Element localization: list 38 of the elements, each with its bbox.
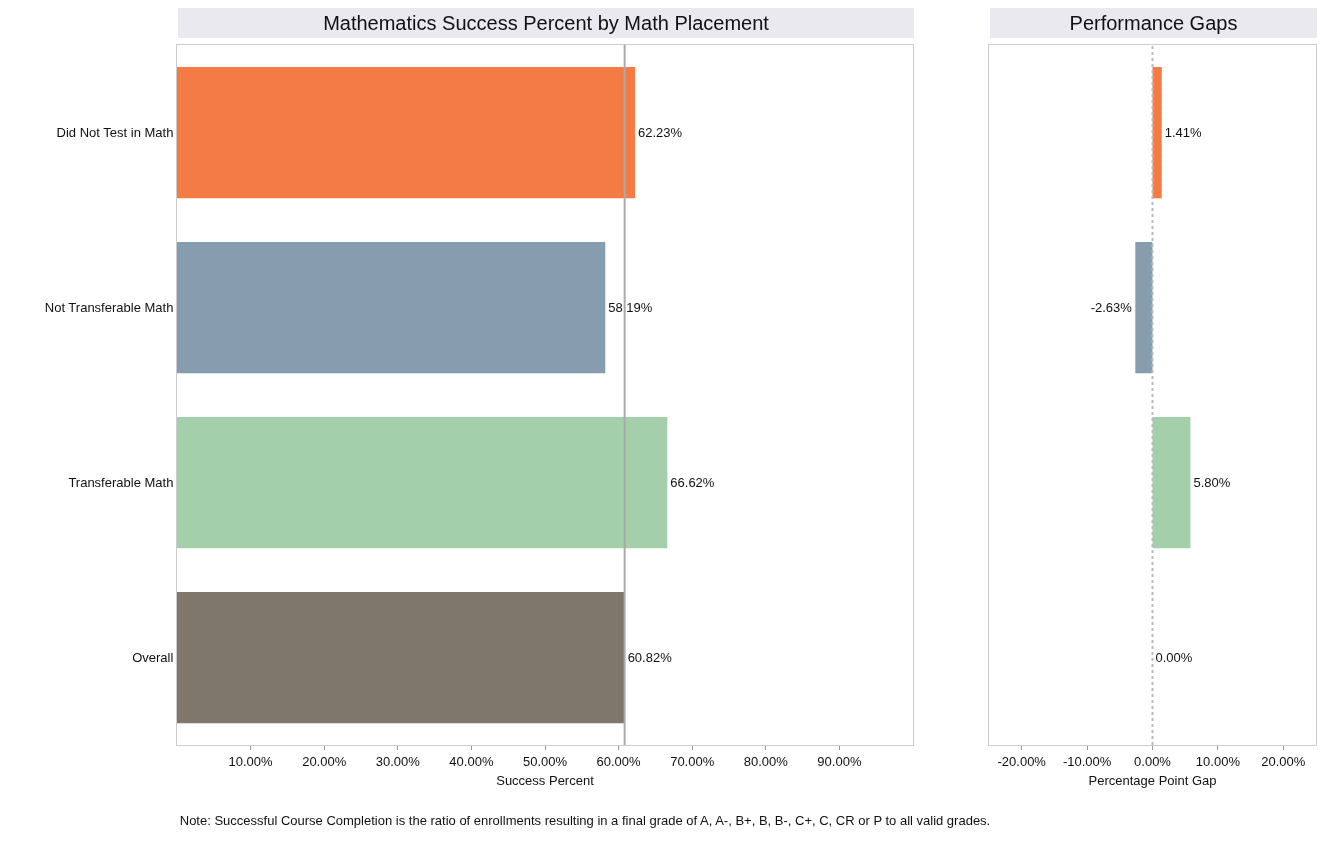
x-tick-label: 60.00%	[596, 753, 642, 769]
x-tick-label: 10.00%	[228, 753, 274, 769]
x-tick-label: 90.00%	[817, 753, 862, 769]
x-tick-label: 20.00%	[302, 753, 347, 769]
text: Note: Successful Course Completion is the ratio of enrollments resulting in a final grade of A, A-, B+, B, B-, C+, C, CR or P to all valid grades.	[178, 812, 992, 829]
bar	[1152, 416, 1191, 549]
bar	[177, 591, 625, 724]
x-axis-title: Success Percent	[496, 773, 595, 789]
data-label: 66.62%	[670, 475, 715, 491]
bar	[1152, 66, 1162, 199]
x-tick-label: 40.00%	[449, 753, 494, 769]
bar	[177, 241, 606, 374]
data-label: 62.23%	[638, 125, 683, 141]
y-tick-label: Did Not Test in Math	[56, 125, 174, 141]
chart-title: Mathematics Success Percent by Math Placement	[178, 8, 914, 38]
data-label: 58.19%	[608, 300, 653, 316]
x-tick-label: 70.00%	[670, 753, 715, 769]
x-tick-label: 10.00%	[1195, 753, 1241, 769]
bar	[177, 416, 668, 549]
data-label: -2.63%	[1090, 300, 1133, 316]
y-tick-label: Not Transferable Math	[44, 300, 174, 316]
x-tick-label: 20.00%	[1261, 753, 1306, 769]
x-tick-label: 80.00%	[743, 753, 789, 769]
x-tick-label: 0.00%	[1134, 753, 1172, 769]
x-tick-label: -10.00%	[1062, 753, 1112, 769]
x-tick-label: -20.00%	[997, 753, 1047, 769]
data-label: 5.80%	[1193, 475, 1231, 491]
x-tick-label: 50.00%	[522, 753, 568, 769]
x-axis-title: Percentage Point Gap	[1088, 773, 1217, 789]
data-label: 1.41%	[1164, 125, 1203, 141]
chart-title: Performance Gaps	[990, 8, 1317, 38]
bar	[177, 66, 636, 199]
x-tick-label: 30.00%	[375, 753, 421, 769]
y-tick-label: Overall	[132, 650, 174, 666]
bar	[1135, 241, 1153, 374]
data-label: 60.82%	[627, 650, 673, 666]
data-label: 0.00%	[1155, 650, 1193, 666]
y-tick-label: Transferable Math	[68, 475, 174, 491]
